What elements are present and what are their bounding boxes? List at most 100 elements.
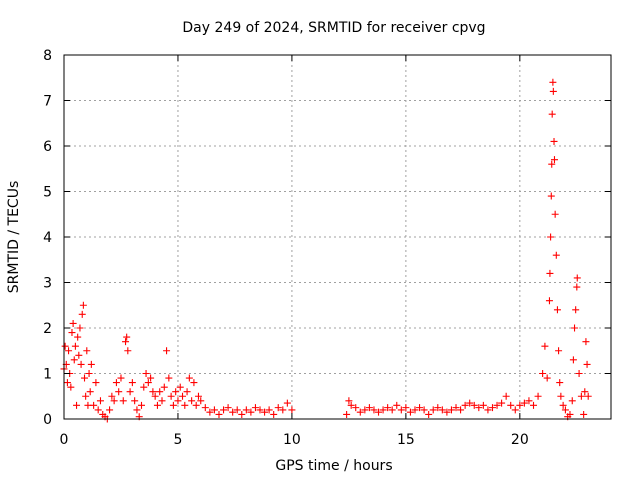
data-point <box>555 347 563 355</box>
data-point <box>179 392 187 400</box>
data-point <box>573 283 581 291</box>
data-point <box>242 406 250 414</box>
data-point <box>575 370 583 377</box>
data-point <box>153 401 161 409</box>
data-point <box>347 401 355 409</box>
data-point <box>466 399 474 407</box>
y-tick-label: 2 <box>43 321 52 337</box>
data-point <box>343 410 351 418</box>
data-point <box>110 397 118 405</box>
data-point <box>106 406 114 414</box>
data-point <box>283 399 291 407</box>
data-point <box>167 392 175 400</box>
data-point <box>434 404 442 412</box>
data-point <box>108 392 116 400</box>
data-point <box>215 410 223 418</box>
x-tick-label: 15 <box>397 432 415 448</box>
data-point <box>416 404 424 412</box>
data-point <box>516 401 524 409</box>
data-point <box>87 360 95 368</box>
data-point <box>559 401 567 409</box>
data-point <box>73 401 81 409</box>
data-point <box>261 408 269 416</box>
data-point <box>142 370 150 377</box>
data-point <box>81 374 89 382</box>
data-point <box>229 408 237 416</box>
data-point <box>571 324 579 332</box>
data-point <box>549 87 557 95</box>
data-point <box>71 342 79 350</box>
data-point <box>172 388 180 396</box>
data-point <box>539 370 547 377</box>
data-point <box>393 401 401 409</box>
data-point <box>147 374 155 382</box>
data-point <box>181 401 189 409</box>
data-point <box>76 324 84 332</box>
chart-title: Day 249 of 2024, SRMTID for receiver cpv… <box>182 20 485 36</box>
data-point <box>498 399 506 407</box>
data-point <box>188 397 196 405</box>
data-point <box>156 388 164 396</box>
data-point <box>581 388 589 396</box>
data-point <box>75 351 83 359</box>
data-point <box>443 408 451 416</box>
data-point <box>547 192 555 200</box>
data-point <box>507 401 515 409</box>
data-point <box>192 401 200 409</box>
data-point <box>119 397 127 405</box>
data-point <box>569 356 577 364</box>
data-point <box>68 329 76 337</box>
data-point <box>438 406 446 414</box>
data-point <box>556 379 564 387</box>
data-point <box>370 406 378 414</box>
y-tick-label: 5 <box>43 185 52 201</box>
data-point <box>568 397 576 405</box>
data-point <box>165 374 173 382</box>
data-point <box>502 392 510 400</box>
data-point <box>447 406 455 414</box>
data-point <box>144 379 152 387</box>
data-point <box>566 410 574 418</box>
data-point <box>61 342 69 350</box>
data-point <box>83 347 91 355</box>
data-point <box>345 397 353 405</box>
data-point <box>270 410 278 418</box>
data-point <box>356 408 364 416</box>
data-point <box>573 274 581 282</box>
data-point <box>176 383 184 391</box>
data-point <box>233 406 241 414</box>
data-point <box>94 406 102 414</box>
data-point <box>488 404 496 412</box>
data-point <box>572 306 580 314</box>
data-point <box>548 160 556 168</box>
data-point <box>279 406 287 414</box>
data-point <box>137 401 145 409</box>
data-point <box>123 333 131 341</box>
data-point <box>70 356 78 364</box>
data-point <box>82 392 90 400</box>
data-point <box>549 78 557 86</box>
data-point <box>541 342 549 350</box>
y-axis-label: SRMTID / TECUs <box>6 181 22 294</box>
data-point <box>582 338 590 346</box>
data-point <box>206 408 214 416</box>
x-tick-label: 10 <box>283 432 301 448</box>
data-point <box>530 401 538 409</box>
data-point <box>128 379 136 387</box>
data-point <box>420 406 428 414</box>
data-point <box>149 388 157 396</box>
data-point <box>124 347 132 355</box>
data-point <box>79 301 87 309</box>
data-point <box>197 397 205 405</box>
x-tick-label: 5 <box>173 432 182 448</box>
data-point <box>384 404 392 412</box>
data-point <box>425 410 433 418</box>
data-points <box>60 78 592 423</box>
x-tick-label: 20 <box>511 432 529 448</box>
y-tick-label: 1 <box>43 367 52 383</box>
data-point <box>493 401 501 409</box>
data-point <box>210 406 218 414</box>
y-tick-label: 4 <box>43 230 52 246</box>
data-point <box>543 374 551 382</box>
